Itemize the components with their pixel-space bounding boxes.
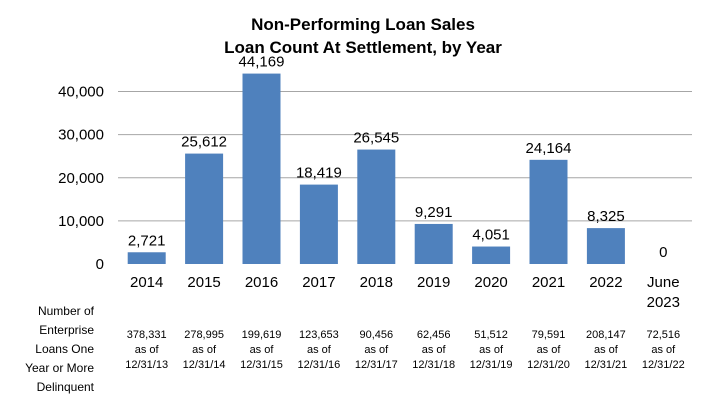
delinquent-as-of: as of (421, 344, 446, 356)
delinquent-count: 72,516 (646, 329, 681, 341)
delinquent-row-label-line: Enterprise (39, 323, 94, 337)
y-tick-label: 20,000 (58, 170, 104, 187)
delinquent-date: 12/31/21 (584, 359, 628, 371)
x-tick-label: 2020 (474, 274, 507, 291)
bar (414, 223, 453, 264)
x-tick-label: June (647, 274, 680, 291)
delinquent-count: 278,995 (184, 329, 224, 341)
delinquent-as-of: as of (134, 344, 159, 356)
bar (127, 252, 166, 264)
delinquent-count: 199,619 (241, 329, 282, 341)
delinquent-column: 378,331 as of 12/31/13 (115, 328, 179, 373)
delinquent-column: 278,995 as of 12/31/14 (172, 328, 236, 373)
delinquent-date: 12/31/16 (297, 359, 341, 371)
delinquent-row-label: Number of Enterprise Loans One Year or M… (0, 302, 94, 397)
x-tick-label: 2023 (647, 294, 680, 311)
delinquent-column: 208,147 as of 12/31/21 (574, 328, 638, 373)
delinquent-as-of: as of (479, 344, 504, 356)
delinquent-date: 12/31/18 (412, 359, 456, 371)
chart-subtitle: Loan Count At Settlement, by Year (224, 38, 502, 57)
chart-title: Non-Performing Loan Sales (251, 15, 475, 34)
data-label: 24,164 (526, 140, 572, 157)
delinquent-column: 62,456 as of 12/31/18 (402, 328, 466, 373)
data-label: 9,291 (415, 204, 453, 221)
delinquent-column: 72,516 as of 12/31/22 (631, 328, 695, 373)
x-tick-label: 2019 (417, 274, 450, 291)
y-axis-ticks: 0 10,000 20,000 30,000 40,000 (58, 84, 104, 273)
delinquent-column: 123,653 as of 12/31/16 (287, 328, 351, 373)
delinquent-count: 378,331 (126, 329, 167, 341)
y-tick-label: 30,000 (58, 127, 104, 144)
x-tick-label: 2018 (360, 274, 393, 291)
bar (357, 149, 396, 264)
delinquent-count: 62,456 (416, 329, 451, 341)
x-tick-label: 2021 (532, 274, 565, 291)
delinquent-date: 12/31/13 (125, 359, 169, 371)
x-axis-ticks: 2014 2015 2016 2017 2018 2019 2020 2021 2022 June… (130, 274, 680, 311)
data-labels: 2,721 25,612 44,169 18,419 26,545 9,291 4,051 2… (128, 54, 668, 261)
bar (529, 159, 568, 264)
x-tick-label: 2015 (187, 274, 220, 291)
delinquent-as-of: as of (192, 344, 217, 356)
delinquent-date: 12/31/15 (240, 359, 283, 371)
delinquent-as-of: as of (364, 344, 389, 356)
delinquent-row-label-line: Number of (37, 304, 94, 318)
delinquent-as-of: as of (249, 344, 274, 356)
y-tick-label: 40,000 (58, 84, 104, 101)
x-tick-label: 2014 (130, 274, 163, 291)
bar-series (127, 73, 625, 264)
delinquent-date: 12/31/17 (354, 359, 398, 371)
data-label: 18,419 (296, 165, 342, 182)
delinquent-as-of: as of (306, 344, 331, 356)
delinquent-count: 79,591 (531, 329, 566, 341)
data-label: 8,325 (587, 208, 625, 225)
data-label: 44,169 (239, 54, 285, 71)
data-label: 2,721 (128, 232, 166, 249)
delinquent-as-of: as of (536, 344, 561, 356)
bar (472, 246, 511, 264)
delinquent-column: 79,591 as of 12/31/20 (517, 328, 581, 373)
bar (242, 73, 281, 264)
bar (586, 228, 625, 264)
data-label: 0 (659, 244, 667, 261)
delinquent-count: 123,653 (299, 329, 339, 341)
data-label: 4,051 (472, 227, 510, 244)
delinquent-as-of: as of (593, 344, 618, 356)
x-tick-label: 2017 (302, 274, 335, 291)
delinquent-date: 12/31/20 (527, 359, 570, 371)
bar (185, 153, 224, 264)
delinquent-as-of: as of (651, 344, 676, 356)
delinquent-date: 12/31/14 (182, 359, 226, 371)
delinquent-count: 90,456 (359, 329, 394, 341)
delinquent-date: 12/31/19 (469, 359, 513, 371)
x-tick-label: 2022 (589, 274, 622, 291)
delinquent-date: 12/31/22 (641, 359, 685, 371)
y-tick-label: 10,000 (58, 213, 104, 230)
bar (299, 184, 338, 264)
delinquent-count: 208,147 (586, 329, 626, 341)
delinquent-count: 51,512 (474, 329, 508, 341)
delinquent-row-label-line: Year or More (25, 361, 94, 375)
delinquent-column: 51,512 as of 12/31/19 (459, 328, 523, 373)
x-tick-label: 2016 (245, 274, 278, 291)
delinquent-row-label-line: Delinquent (36, 380, 94, 394)
y-tick-label: 0 (96, 256, 104, 273)
delinquent-row-label-line: Loans One (35, 342, 94, 356)
delinquent-column: 199,619 as of 12/31/15 (230, 328, 294, 373)
data-label: 26,545 (353, 130, 399, 147)
delinquent-column: 90,456 as of 12/31/17 (344, 328, 408, 373)
data-label: 25,612 (181, 134, 227, 151)
